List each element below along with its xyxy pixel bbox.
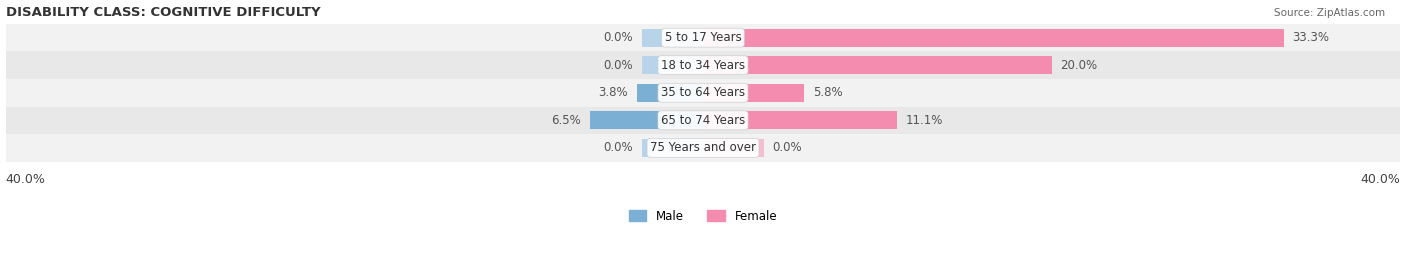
Text: 40.0%: 40.0% — [6, 173, 45, 186]
Text: 65 to 74 Years: 65 to 74 Years — [661, 114, 745, 127]
Text: 33.3%: 33.3% — [1292, 31, 1329, 44]
Bar — [637, 84, 703, 102]
Text: 18 to 34 Years: 18 to 34 Years — [661, 59, 745, 72]
Bar — [6, 79, 1400, 107]
Bar — [6, 107, 1400, 134]
Bar — [589, 111, 703, 129]
Text: 0.0%: 0.0% — [603, 31, 633, 44]
Bar — [6, 51, 1400, 79]
Bar — [6, 24, 1400, 51]
Text: 0.0%: 0.0% — [603, 141, 633, 154]
Bar — [6, 134, 1400, 162]
Text: 75 Years and over: 75 Years and over — [650, 141, 756, 154]
Text: 6.5%: 6.5% — [551, 114, 581, 127]
Text: Source: ZipAtlas.com: Source: ZipAtlas.com — [1274, 8, 1385, 18]
Text: 0.0%: 0.0% — [773, 141, 803, 154]
Bar — [643, 29, 703, 47]
Bar — [703, 111, 897, 129]
Text: 3.8%: 3.8% — [599, 86, 628, 99]
Text: DISABILITY CLASS: COGNITIVE DIFFICULTY: DISABILITY CLASS: COGNITIVE DIFFICULTY — [6, 6, 321, 19]
Bar — [643, 56, 703, 74]
Text: 35 to 64 Years: 35 to 64 Years — [661, 86, 745, 99]
Bar — [703, 84, 804, 102]
Legend: Male, Female: Male, Female — [624, 205, 782, 227]
Bar — [703, 56, 1052, 74]
Text: 0.0%: 0.0% — [603, 59, 633, 72]
Bar — [643, 139, 703, 157]
Text: 5 to 17 Years: 5 to 17 Years — [665, 31, 741, 44]
Text: 40.0%: 40.0% — [1361, 173, 1400, 186]
Text: 20.0%: 20.0% — [1060, 59, 1098, 72]
Text: 5.8%: 5.8% — [813, 86, 842, 99]
Bar — [703, 139, 763, 157]
Bar — [703, 29, 1284, 47]
Text: 11.1%: 11.1% — [905, 114, 942, 127]
